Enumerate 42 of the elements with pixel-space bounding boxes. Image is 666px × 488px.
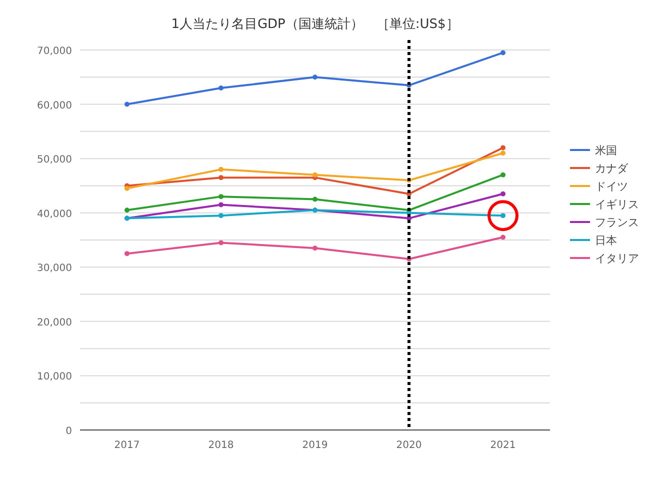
y-tick-label: 60,000 <box>37 100 72 112</box>
point <box>218 194 224 200</box>
point <box>500 150 506 156</box>
legend-label: フランス <box>595 216 639 229</box>
point <box>500 145 506 150</box>
y-tick-label: 30,000 <box>37 263 72 274</box>
y-tick-label: 20,000 <box>37 317 72 328</box>
point <box>124 208 130 213</box>
x-tick-label: 2018 <box>208 440 234 451</box>
point <box>312 74 318 80</box>
y-tick-label: 50,000 <box>37 154 72 166</box>
legend-label: イタリア <box>595 252 639 265</box>
point <box>124 102 130 107</box>
legend-label: イギリス <box>595 198 639 211</box>
legend-label: 米国 <box>595 144 617 157</box>
x-tick-label: 2020 <box>396 440 422 451</box>
point <box>218 175 224 180</box>
x-tick-label: 2017 <box>114 440 140 451</box>
y-tick-label: 70,000 <box>37 46 72 57</box>
point <box>312 172 318 178</box>
point <box>218 202 224 208</box>
legend-label: カナダ <box>595 162 629 175</box>
legend-label: 日本 <box>595 234 617 247</box>
y-tick-label: 10,000 <box>37 372 72 383</box>
x-tick-label: 2019 <box>302 440 328 451</box>
point <box>500 191 506 196</box>
point <box>218 240 224 246</box>
point <box>218 86 224 90</box>
y-tick-label: 40,000 <box>37 208 72 220</box>
x-tick-label: 2021 <box>490 440 516 451</box>
point <box>124 251 130 256</box>
legend-label: ドイツ <box>595 180 628 193</box>
chart-title: 1人当たり名目GDP（国連統計） ［単位:US$］ <box>171 17 459 32</box>
point <box>218 166 224 172</box>
y-tick-label: 0 <box>66 426 72 437</box>
point <box>312 246 318 251</box>
point <box>500 50 506 56</box>
point <box>500 172 506 178</box>
point <box>312 196 318 202</box>
point <box>500 234 506 240</box>
point <box>124 186 130 191</box>
point <box>218 213 224 218</box>
